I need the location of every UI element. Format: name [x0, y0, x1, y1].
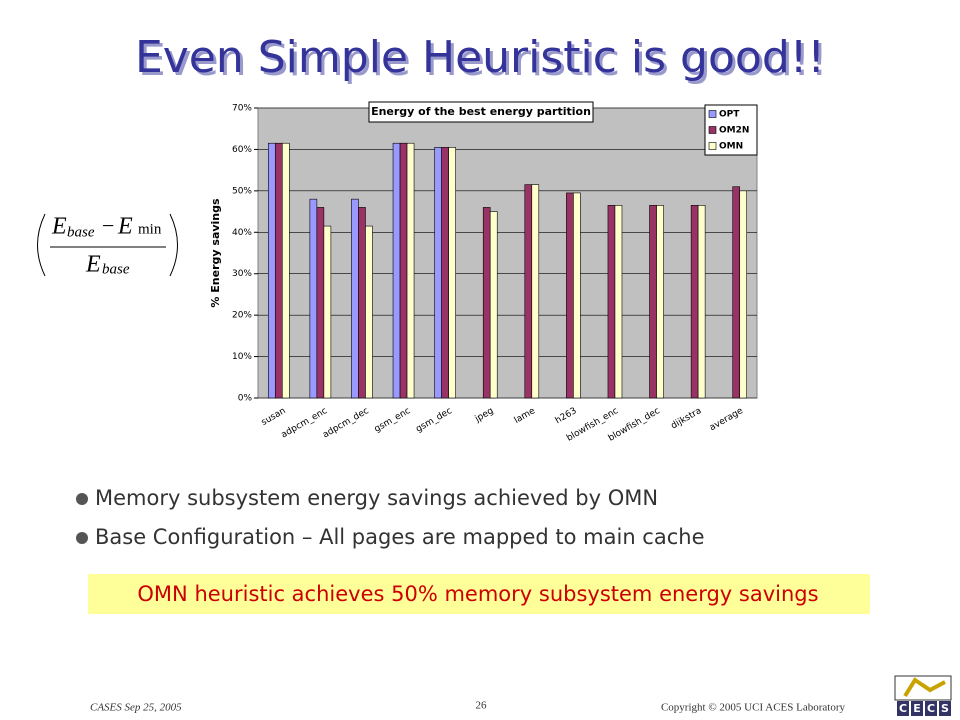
highlight-box — [88, 574, 870, 614]
bar — [392, 142, 401, 399]
chart: 0% 10% 20% 30% 40% 50% 60% 70% % Energy savings s… — [209, 101, 758, 444]
legend-label: OMN — [719, 142, 743, 152]
bar — [316, 207, 325, 399]
logo-box — [911, 701, 923, 716]
y-tick-label: 30% — [232, 269, 252, 279]
bar — [365, 225, 373, 399]
formula: E base − E min E base — [37, 213, 178, 278]
page-number: 26 — [476, 700, 488, 712]
x-tick-label: susan — [260, 406, 288, 428]
logo-letter: C — [927, 702, 935, 715]
y-tick-label: 10% — [232, 352, 252, 362]
bar — [649, 205, 657, 399]
logo-letter: E — [913, 702, 921, 715]
bar — [399, 142, 408, 399]
bar — [531, 184, 540, 399]
x-tick-label: h263 — [554, 406, 579, 426]
legend-swatch — [708, 110, 717, 118]
slide-title: Even Simple Heuristic is good!! — [135, 32, 825, 83]
bar — [274, 142, 283, 399]
logo-box — [925, 701, 937, 716]
bar — [482, 207, 491, 399]
formula-text: E — [117, 214, 133, 240]
bar — [489, 211, 498, 399]
bar — [441, 147, 449, 399]
y-tick-label: 60% — [232, 145, 252, 155]
logo-box — [897, 701, 909, 716]
x-tick-label: jpeg — [473, 406, 496, 425]
y-tick-label: 40% — [232, 228, 252, 238]
chart-title: Energy of the best energy partition — [371, 105, 591, 118]
bar — [434, 147, 442, 399]
formula-text: base — [67, 224, 95, 240]
bar — [573, 192, 581, 399]
bullet-dot — [76, 532, 88, 544]
x-tick-label: dijkstra — [669, 406, 703, 431]
bar — [351, 198, 359, 399]
footer-left: CASES Sep 25, 2005 — [90, 702, 182, 714]
bar — [406, 142, 415, 399]
logo-art — [894, 675, 952, 701]
paren — [169, 213, 178, 277]
bar — [697, 205, 706, 399]
bar — [267, 142, 276, 399]
chart-title-box — [368, 101, 594, 123]
x-tick-label: gsm_enc — [373, 406, 413, 435]
bar — [614, 205, 623, 399]
bullet: Base Configuration – All pages are mappe… — [95, 525, 705, 549]
logo-letter: C — [899, 702, 907, 715]
footer-right: Copyright © 2005 UCI ACES Laboratory — [661, 702, 846, 714]
highlight-text: OMN heuristic achieves 50% memory subsys… — [137, 582, 818, 606]
x-tick-label: gsm_dec — [414, 406, 454, 435]
bar — [323, 225, 332, 399]
legend-swatch — [708, 126, 717, 134]
bar — [448, 147, 456, 399]
x-tick-label: average — [708, 406, 745, 433]
bullet: Memory subsystem energy savings achieved… — [95, 486, 658, 510]
x-tick-label: adpcm_enc — [280, 406, 330, 440]
x-tick-label: lame — [513, 406, 538, 426]
formula-text: base — [102, 261, 130, 277]
title-shadow: Even Simple Heuristic is good!! — [138, 35, 828, 86]
bar — [690, 205, 699, 399]
formula-text: min — [138, 221, 162, 237]
formula-text: E — [51, 214, 67, 240]
bar — [309, 198, 318, 399]
formula-text: E — [85, 252, 101, 278]
formula-text: − — [102, 213, 114, 238]
bar — [358, 207, 366, 399]
bar — [732, 186, 741, 399]
plot-area — [257, 107, 758, 399]
bar — [607, 205, 616, 399]
y-axis-label: % Energy savings — [209, 198, 222, 308]
paren — [37, 213, 46, 277]
logo-box — [939, 701, 951, 716]
legend-label: OPT — [719, 110, 740, 120]
legend-swatch — [708, 142, 717, 150]
bar — [656, 205, 664, 399]
y-tick-label: 50% — [232, 186, 252, 196]
bar — [524, 184, 533, 399]
y-tick-label: 20% — [232, 311, 252, 321]
bar — [739, 190, 748, 399]
bar — [281, 142, 290, 399]
legend-label: OM2N — [719, 126, 749, 136]
y-tick-label: 0% — [238, 394, 253, 404]
logo-letter: S — [941, 702, 949, 715]
logo-art — [903, 677, 946, 698]
x-tick-label: adpcm_dec — [321, 406, 371, 440]
bullet-dot — [76, 493, 88, 505]
y-tick-label: 70% — [232, 104, 252, 114]
bar — [566, 192, 574, 399]
